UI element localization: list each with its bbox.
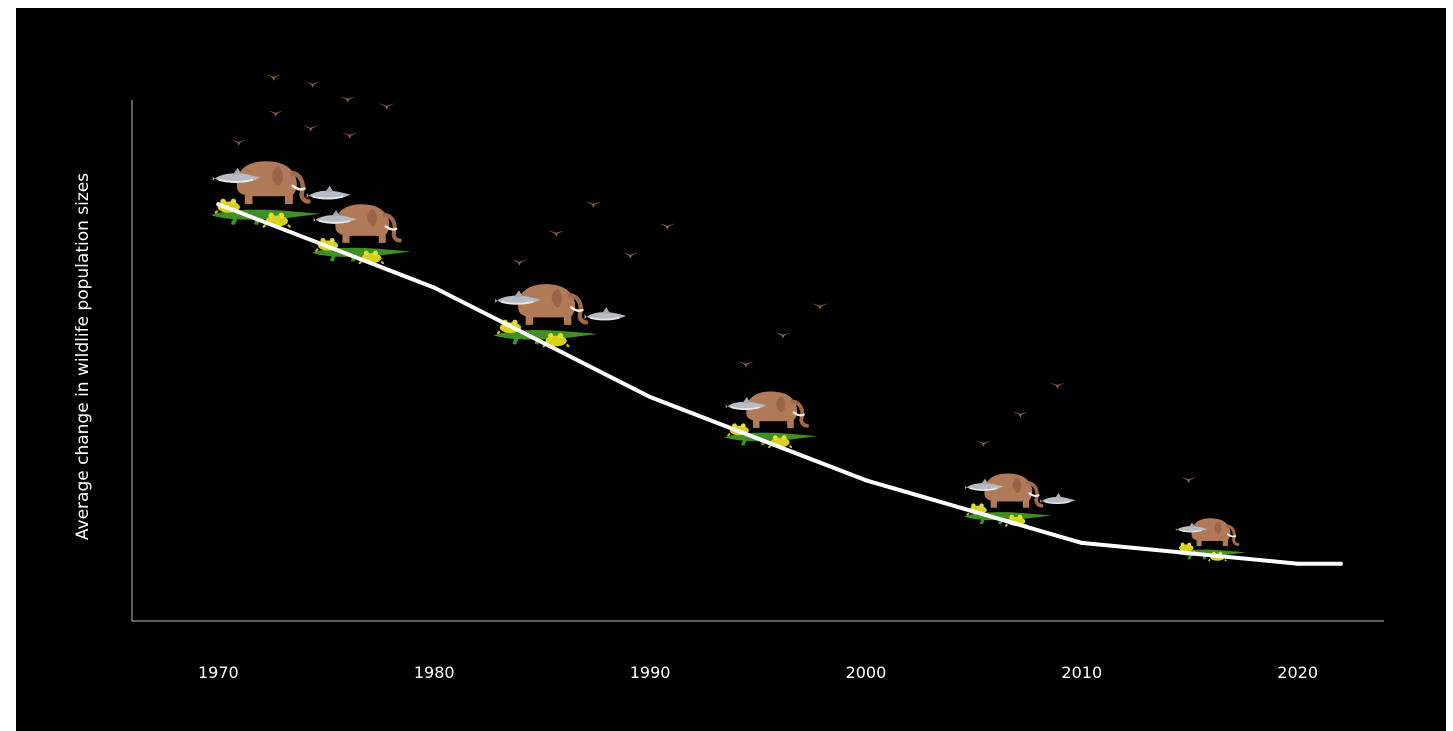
bird-icon bbox=[265, 74, 282, 81]
bird-icon bbox=[302, 125, 319, 132]
bird-icon bbox=[339, 96, 356, 103]
x-tick-label: 1980 bbox=[414, 663, 455, 682]
bird-icon bbox=[341, 132, 358, 139]
x-tick-label: 1990 bbox=[630, 663, 671, 682]
elephant-icon bbox=[982, 471, 1044, 510]
elephant-icon bbox=[1189, 516, 1240, 548]
bird-icon bbox=[548, 230, 565, 237]
x-tick-label: 2010 bbox=[1061, 663, 1102, 682]
bird-icon bbox=[585, 201, 602, 208]
shark-icon bbox=[584, 306, 628, 324]
population-trend-line bbox=[216, 202, 1343, 566]
data-point bbox=[1079, 540, 1084, 545]
shark-icon bbox=[1040, 492, 1077, 507]
elephant-icon bbox=[335, 204, 399, 243]
elephant-icon bbox=[744, 389, 809, 430]
bird-icon bbox=[511, 259, 528, 266]
chart-panel: Average change in wildlife population si… bbox=[16, 8, 1446, 731]
y-axis-label: Average change in wildlife population si… bbox=[73, 173, 93, 540]
bird-icon bbox=[267, 110, 284, 117]
data-point bbox=[1338, 561, 1343, 566]
x-tick-label: 1970 bbox=[198, 663, 239, 682]
x-tick-label: 2020 bbox=[1277, 663, 1318, 682]
bird-icon bbox=[304, 81, 321, 88]
bird-icon bbox=[622, 252, 639, 259]
x-tick-label: 2000 bbox=[846, 663, 887, 682]
elephant-icon bbox=[237, 161, 309, 204]
data-point bbox=[432, 285, 437, 290]
population-chart: Average change in wildlife population si… bbox=[73, 74, 1384, 682]
data-point bbox=[863, 478, 868, 483]
bird-icon bbox=[659, 223, 676, 230]
wildlife-illustration bbox=[209, 74, 1247, 562]
data-point bbox=[648, 394, 653, 399]
data-point bbox=[216, 202, 221, 207]
bird-icon bbox=[775, 332, 791, 339]
bird-icon bbox=[1012, 411, 1029, 418]
data-point bbox=[1295, 561, 1300, 566]
bird-icon bbox=[1180, 476, 1197, 484]
shark-icon bbox=[306, 184, 352, 203]
bird-icon bbox=[975, 440, 992, 447]
bird-icon bbox=[1049, 382, 1066, 389]
bird-icon bbox=[378, 103, 395, 110]
bird-icon bbox=[738, 361, 754, 368]
elephant-icon bbox=[518, 284, 586, 325]
bird-icon bbox=[812, 303, 828, 310]
bird-icon bbox=[230, 139, 247, 146]
